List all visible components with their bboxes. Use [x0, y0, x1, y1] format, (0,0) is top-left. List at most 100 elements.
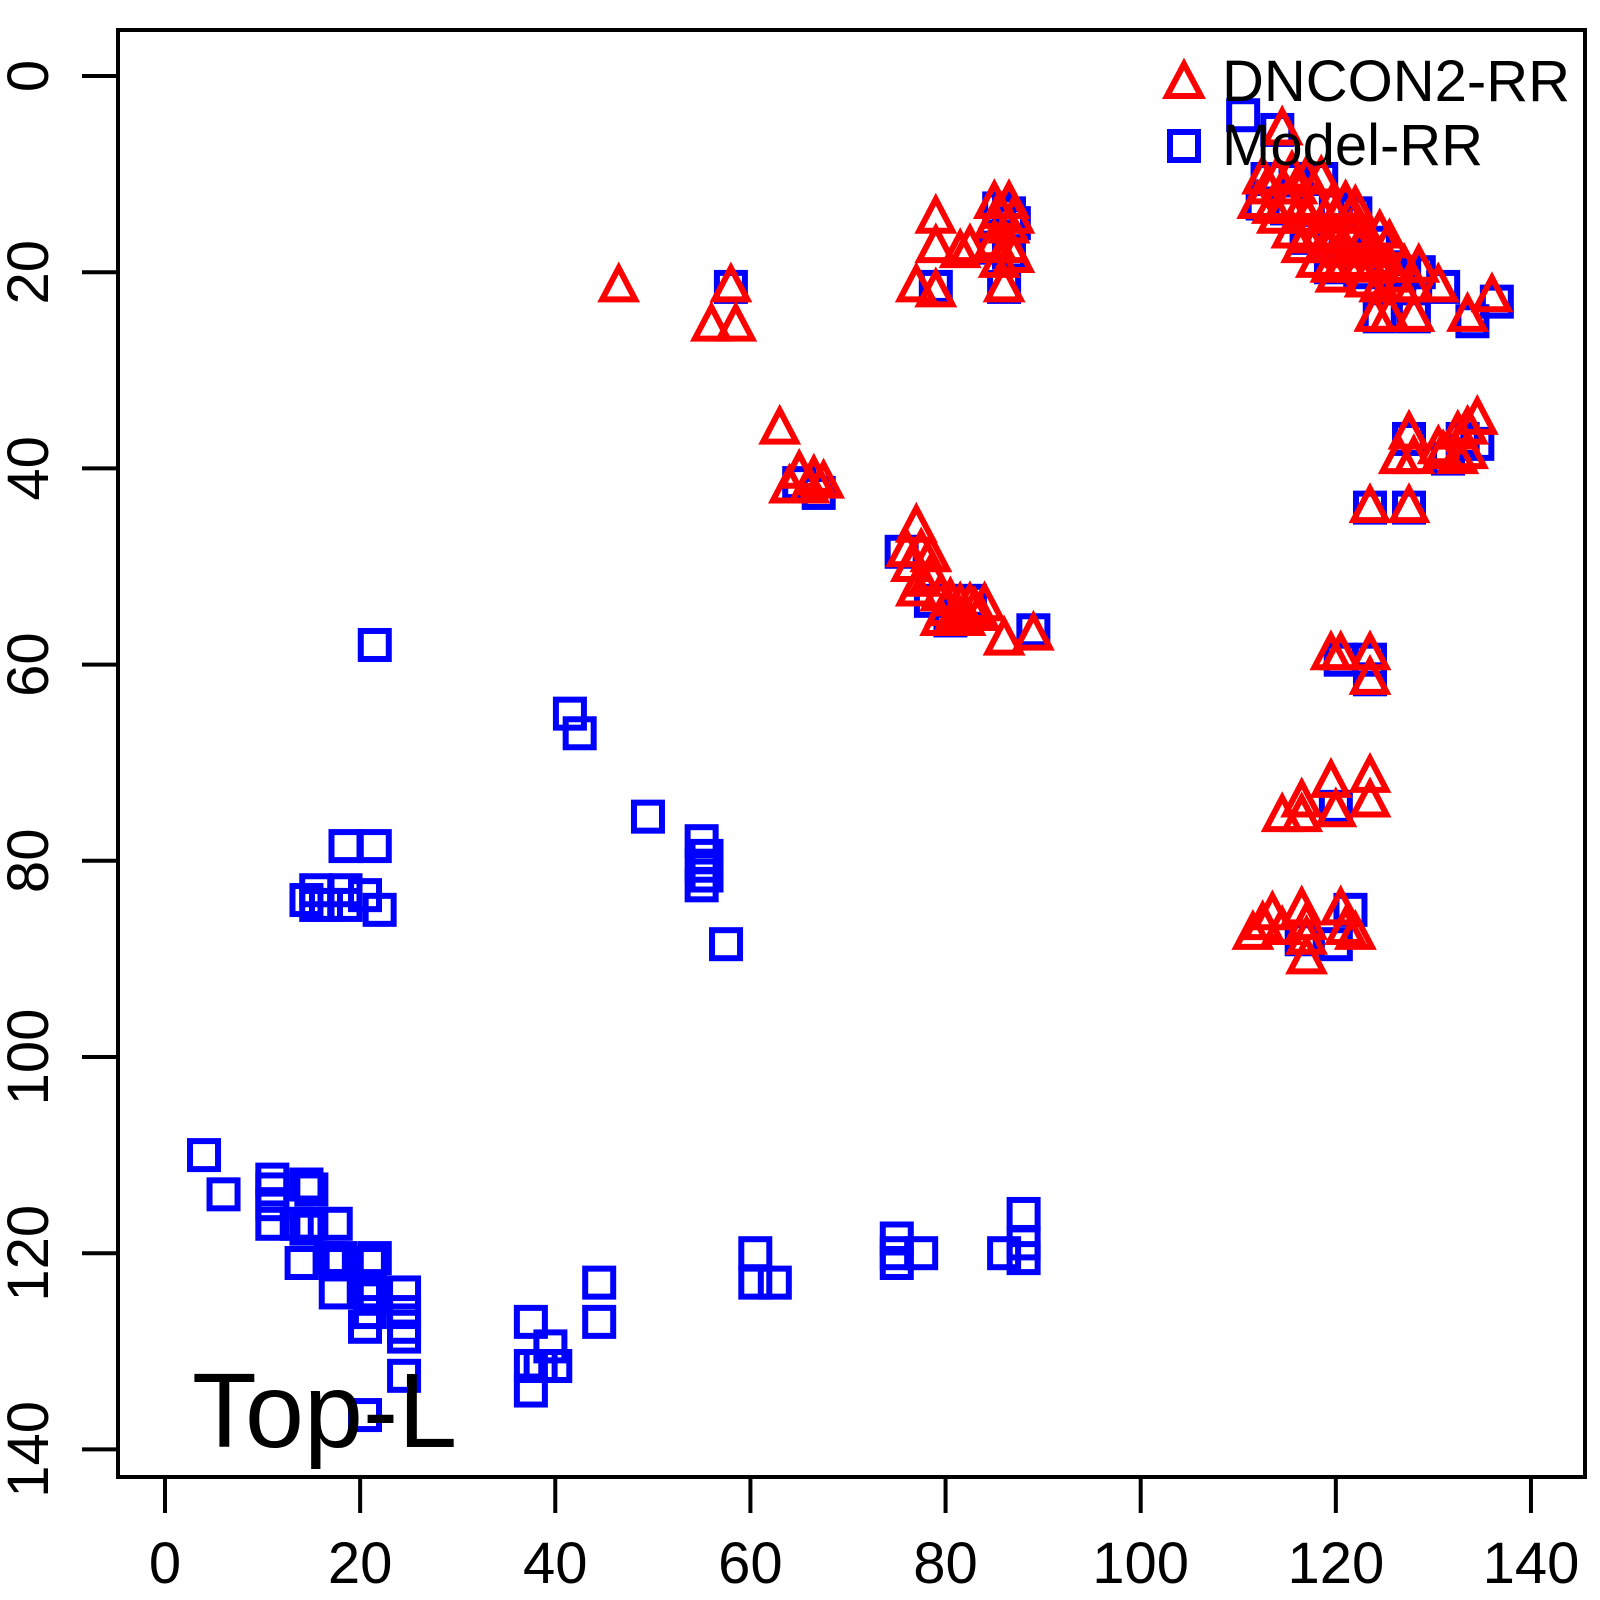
square-marker: [289, 1167, 324, 1202]
triangle-marker: [1446, 403, 1490, 445]
square-marker: [362, 892, 397, 927]
triangle-marker: [1314, 786, 1358, 828]
triangle-marker: [709, 261, 753, 303]
square-marker: [757, 1265, 792, 1300]
triangle-marker: [1285, 933, 1329, 975]
triangle-marker: [919, 594, 963, 636]
square-marker: [294, 1206, 329, 1241]
x-tick-label: 100: [1092, 1531, 1189, 1596]
triangle-marker: [1231, 908, 1275, 950]
triangle-marker: [1324, 227, 1368, 269]
triangle-marker: [1280, 222, 1324, 264]
triangle-marker: [1392, 290, 1436, 332]
triangle-marker: [1416, 261, 1460, 303]
legend-item-dncon2-rr: DNCON2-RR: [1160, 52, 1570, 112]
square-marker: [738, 1265, 773, 1300]
x-tick-label: 40: [523, 1531, 588, 1596]
triangle-marker: [1260, 904, 1304, 945]
y-tick-label: 40: [0, 436, 61, 501]
triangle-marker: [1348, 751, 1392, 793]
triangle-marker: [938, 227, 982, 269]
square-marker: [552, 696, 587, 731]
triangle-marker: [689, 300, 733, 342]
square-marker: [318, 1275, 353, 1310]
square-marker: [562, 716, 597, 751]
y-axis: 0 20 40 60 80 100 120 140: [0, 60, 118, 1498]
triangle-marker: [948, 222, 992, 264]
square-marker: [318, 1206, 353, 1241]
square-marker: [357, 627, 392, 662]
triangle-marker: [802, 457, 846, 499]
square-marker: [684, 868, 719, 903]
y-tick-label: 60: [0, 632, 61, 697]
triangle-marker: [982, 261, 1026, 303]
triangle-marker: [1314, 251, 1358, 293]
square-marker: [533, 1329, 568, 1364]
legend-label-dncon2-rr: DNCON2-RR: [1222, 49, 1570, 114]
square-marker: [582, 1265, 617, 1300]
square-marker: [630, 799, 665, 834]
triangle-marker: [1285, 913, 1329, 955]
square-marker: [987, 1236, 1022, 1271]
series-model-rr-points: [187, 98, 1514, 1433]
triangle-marker: [1387, 482, 1431, 524]
square-marker: [255, 1206, 290, 1241]
square-marker: [255, 1187, 290, 1222]
square-marker: [308, 887, 343, 922]
y-tick-label: 100: [0, 1009, 61, 1106]
y-tick-label: 140: [0, 1401, 61, 1498]
square-marker: [1006, 1241, 1041, 1276]
square-marker: [513, 1304, 548, 1339]
square-marker: [709, 927, 744, 962]
triangle-marker: [1446, 428, 1490, 470]
triangle-marker: [1421, 428, 1465, 470]
triangle-marker: [1368, 290, 1411, 332]
y-tick-label: 80: [0, 829, 61, 894]
triangle-marker: [1285, 192, 1329, 234]
square-marker: [206, 1177, 241, 1212]
square-marker: [348, 1398, 383, 1433]
triangle-marker: [1392, 433, 1436, 475]
triangle-marker: [1241, 899, 1285, 941]
triangle-marker: [1348, 776, 1392, 818]
triangle-marker: [909, 531, 953, 573]
triangle-marker: [1348, 629, 1392, 671]
triangle-marker: [894, 261, 938, 303]
triangle-marker: [1280, 776, 1324, 818]
y-tick-label: 0: [0, 60, 61, 92]
triangle-marker: [1348, 482, 1392, 524]
square-marker: [904, 1236, 939, 1271]
y-tick-label: 20: [0, 240, 61, 305]
triangle-marker: [1436, 433, 1480, 475]
square-marker: [879, 1246, 914, 1281]
square-marker: [284, 1246, 319, 1281]
square-marker: [348, 1309, 383, 1344]
square-marker: [582, 1304, 617, 1339]
triangle-icon: [1162, 58, 1206, 99]
x-tick-label: 120: [1287, 1531, 1384, 1596]
triangle-marker: [982, 614, 1026, 656]
square-marker: [689, 858, 724, 893]
triangle-marker: [1309, 756, 1353, 798]
triangle-marker: [914, 266, 958, 308]
triangle-marker: [1319, 629, 1363, 671]
triangle-marker: [963, 580, 1007, 622]
square-marker: [357, 1241, 392, 1276]
square-marker: [1006, 1196, 1041, 1231]
square-marker: [538, 1349, 573, 1384]
x-tick-label: 20: [328, 1531, 393, 1596]
triangle-marker: [758, 403, 802, 445]
square-marker: [387, 1275, 422, 1310]
square-marker: [187, 1138, 222, 1173]
triangle-marker: [597, 261, 641, 303]
triangle-marker: [914, 222, 958, 264]
triangle-marker: [1368, 217, 1411, 259]
triangle-marker: [987, 202, 1031, 244]
plot-border: [116, 28, 1587, 1479]
y-tick-label: 120: [0, 1205, 61, 1302]
triangle-marker: [1446, 290, 1490, 332]
square-marker: [387, 1358, 422, 1393]
x-tick-label: 80: [913, 1531, 978, 1596]
square-marker: [294, 1172, 329, 1207]
x-tick-label: 60: [718, 1531, 783, 1596]
